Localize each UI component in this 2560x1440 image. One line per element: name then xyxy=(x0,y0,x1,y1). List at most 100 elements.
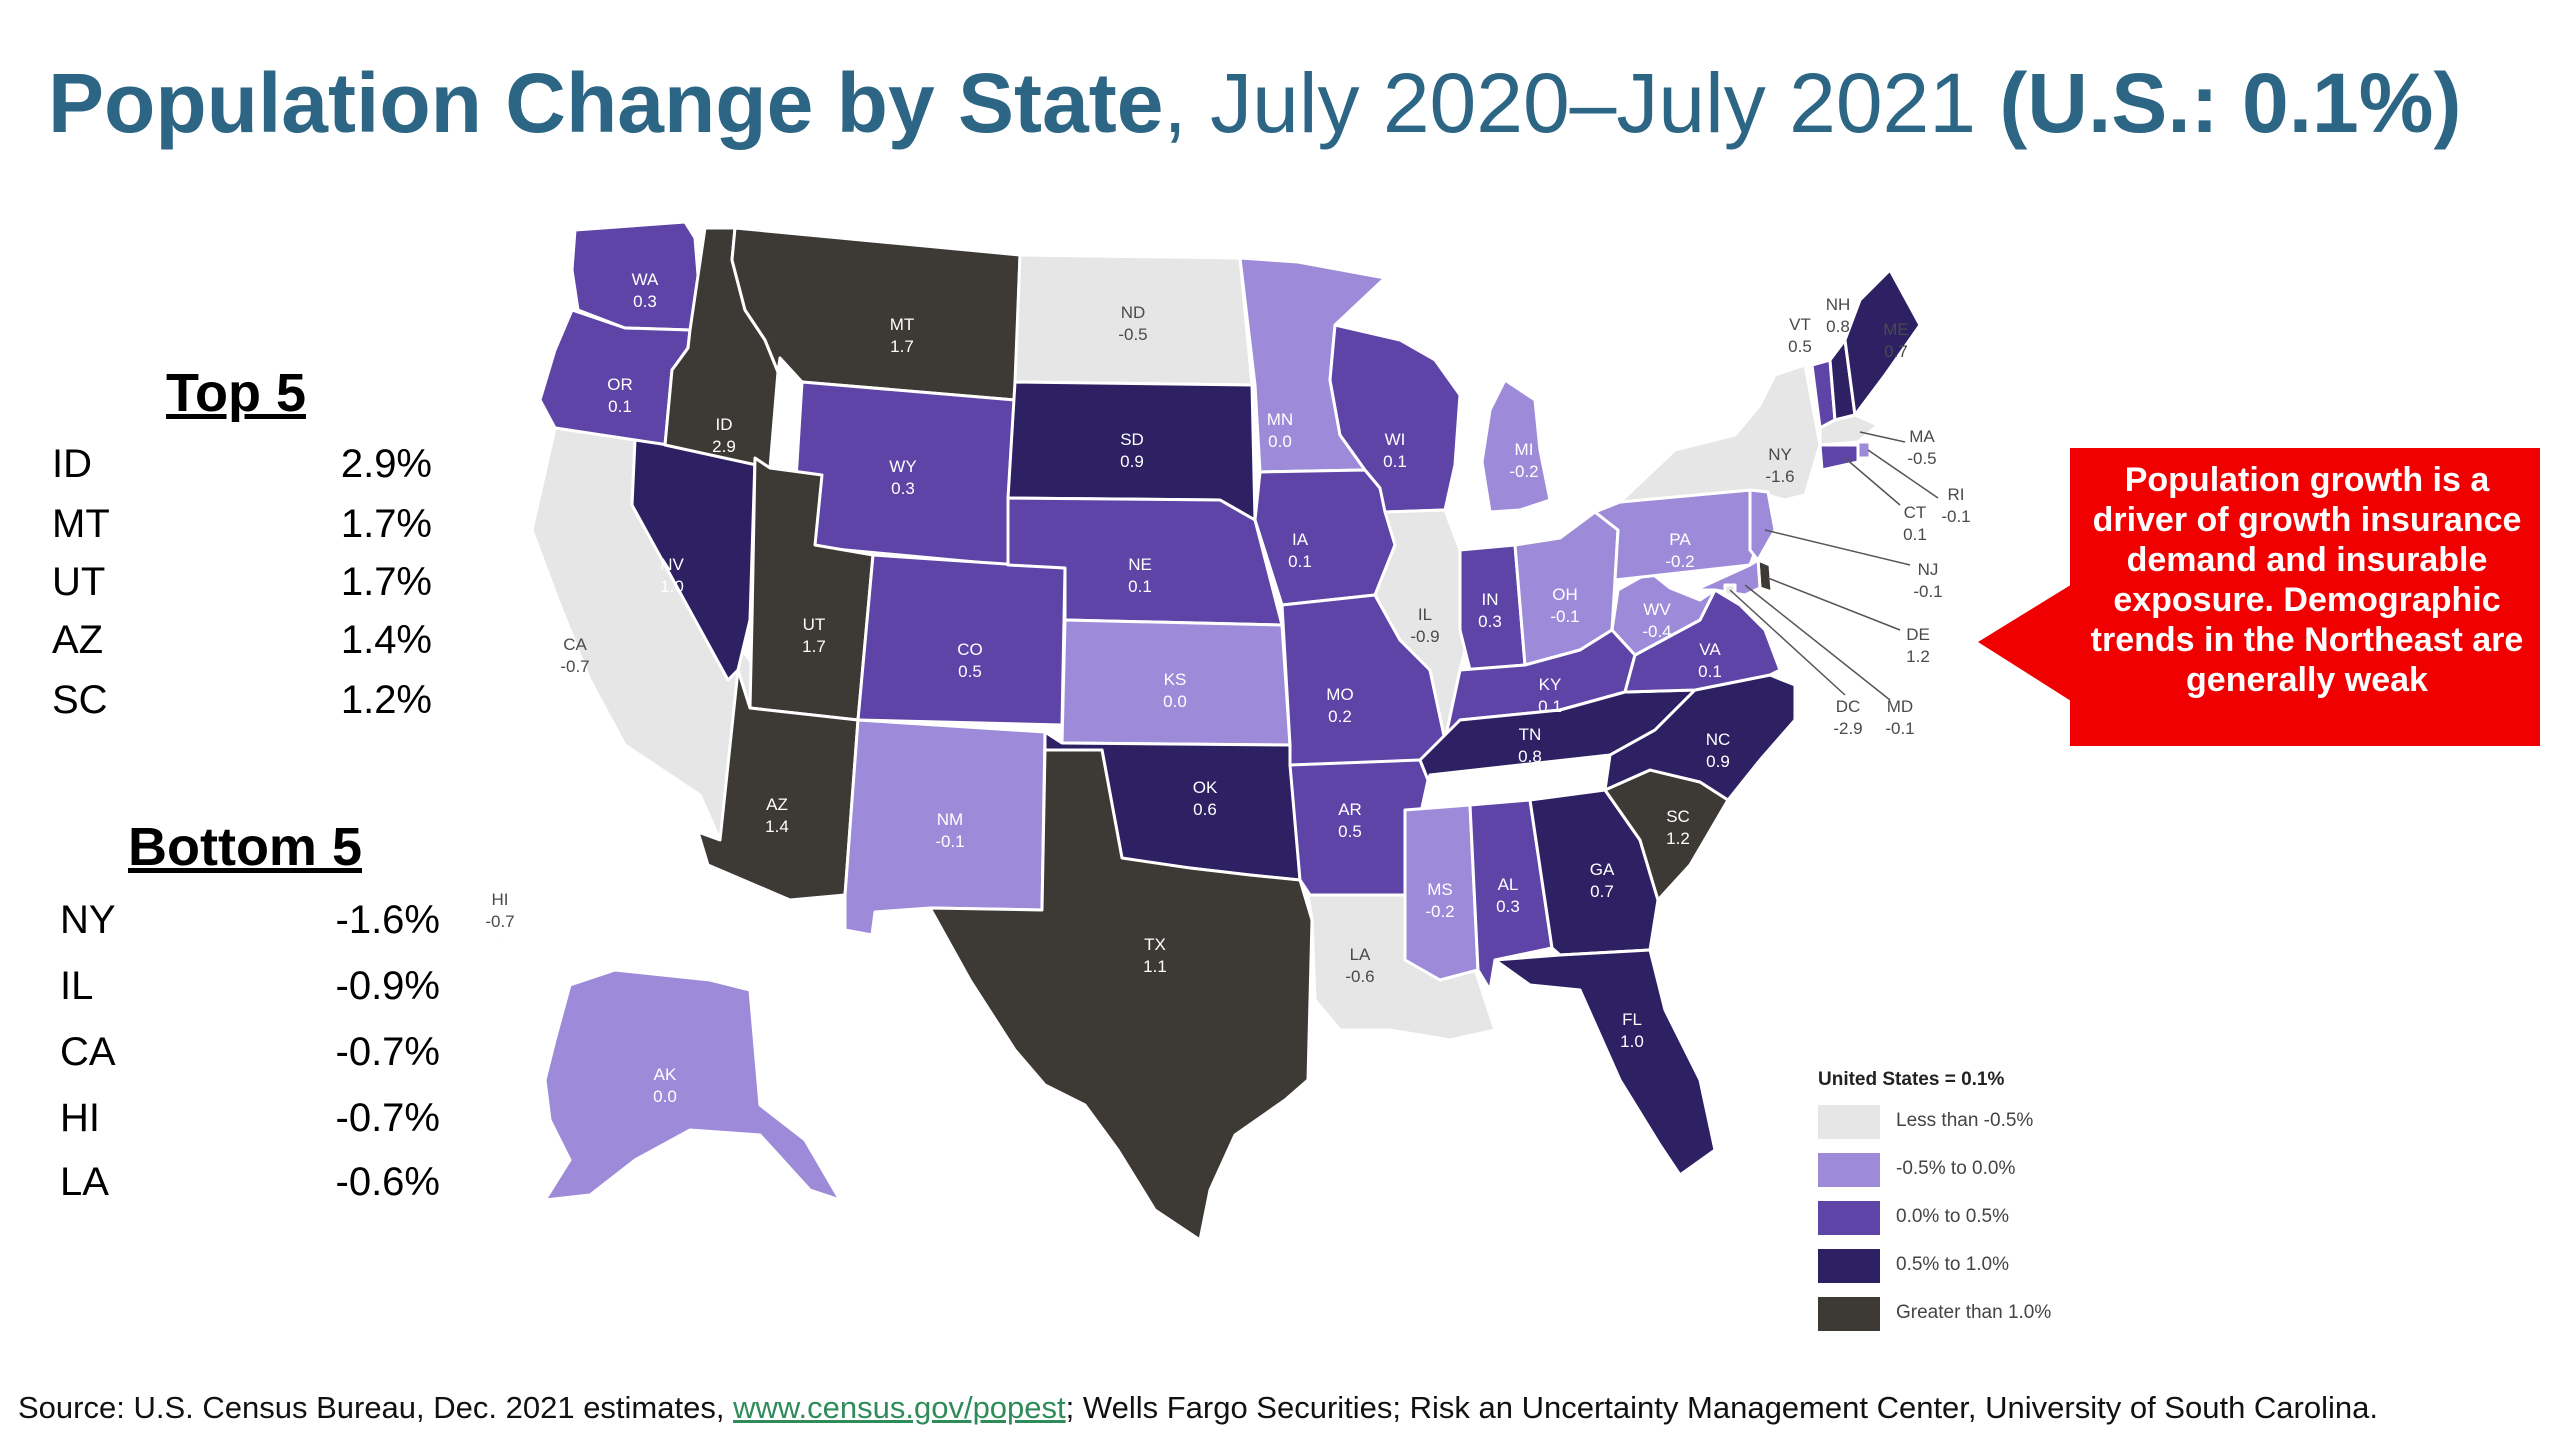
state-value-label: -0.1 xyxy=(1550,607,1579,626)
legend-label: Less than -0.5% xyxy=(1896,1110,2034,1131)
state-abbr-label: WA xyxy=(632,270,659,289)
state-ct xyxy=(1818,443,1860,472)
leader-line-md xyxy=(1744,584,1891,701)
state-value-label: -0.1 xyxy=(1941,507,1970,526)
state-abbr-label: MI xyxy=(1515,440,1534,459)
state-value-label: 0.1 xyxy=(608,397,632,416)
state-value-label: -0.1 xyxy=(1885,719,1914,738)
state-value-label: 0.1 xyxy=(1288,552,1312,571)
state-md xyxy=(1693,558,1762,597)
state-abbr-label: WY xyxy=(889,457,916,476)
state-value-label: -0.2 xyxy=(1425,902,1454,921)
state-value-label: 0.0 xyxy=(653,1087,677,1106)
map-legend: United States = 0.1% Less than -0.5% -0.… xyxy=(1808,1065,2168,1335)
rank-state: MT xyxy=(52,502,110,546)
state-abbr-label: LA xyxy=(1350,945,1371,964)
legend-label: -0.5% to 0.0% xyxy=(1896,1158,2016,1179)
state-value-label: -0.7 xyxy=(560,657,589,676)
bottom5-row: LA -0.6% xyxy=(60,1152,440,1212)
state-value-label: 0.9 xyxy=(1120,452,1144,471)
rank-state: IL xyxy=(60,964,94,1008)
rank-value: -0.7% xyxy=(335,1030,441,1074)
state-value-label: 0.3 xyxy=(891,479,915,498)
state-ms xyxy=(1403,803,1480,982)
legend-title: United States = 0.1% xyxy=(1818,1069,2005,1090)
state-tx xyxy=(928,748,1314,1242)
state-abbr-label: KY xyxy=(1539,675,1562,694)
state-value-label: 1.7 xyxy=(802,637,826,656)
bottom5-row: NY -1.6% xyxy=(60,890,440,950)
state-value-label: 0.1 xyxy=(1383,452,1407,471)
state-value-label: 1.2 xyxy=(1666,829,1690,848)
state-value-label: -0.2 xyxy=(1665,552,1694,571)
state-value-label: 0.8 xyxy=(1826,317,1850,336)
legend-item: 0.5% to 1.0% xyxy=(1818,1249,2168,1283)
state-abbr-label: FL xyxy=(1622,1010,1642,1029)
state-value-label: 0.3 xyxy=(633,292,657,311)
state-ia xyxy=(1253,468,1397,607)
callout-pointer xyxy=(1978,578,2082,708)
state-abbr-label: MO xyxy=(1326,685,1353,704)
state-value-label: 1.0 xyxy=(1620,1032,1644,1051)
state-abbr-label: PA xyxy=(1669,530,1691,549)
state-value-label: -0.1 xyxy=(1913,582,1942,601)
callout-box xyxy=(2070,448,2540,746)
state-value-label: 0.1 xyxy=(1128,577,1152,596)
state-value-label: 0.3 xyxy=(1478,612,1502,631)
state-value-label: -0.7 xyxy=(485,912,514,931)
state-abbr-label: NY xyxy=(1768,445,1792,464)
state-abbr-label: AR xyxy=(1338,800,1362,819)
state-value-label: 0.0 xyxy=(1268,432,1292,451)
source-link[interactable]: www.census.gov/popest xyxy=(733,1390,1066,1425)
state-abbr-label: MS xyxy=(1427,880,1453,899)
legend-item: Greater than 1.0% xyxy=(1818,1297,2168,1331)
source-suffix: ; Wells Fargo Securities; Risk an Uncert… xyxy=(1065,1390,2378,1425)
state-abbr-label: IA xyxy=(1292,530,1309,549)
top5-row: AZ 1.4% xyxy=(52,610,432,670)
state-value-label: -0.4 xyxy=(1642,622,1671,641)
legend-swatch xyxy=(1818,1105,1880,1139)
callout: Population growth is a driver of growth … xyxy=(1970,440,2550,760)
state-abbr-label: NE xyxy=(1128,555,1152,574)
state-value-label: -0.1 xyxy=(935,832,964,851)
top5-row: MT 1.7% xyxy=(52,494,432,554)
rank-value: 1.4% xyxy=(340,618,432,662)
bottom5-row: HI -0.7% xyxy=(60,1088,440,1148)
state-abbr-label: MN xyxy=(1267,410,1293,429)
state-ny xyxy=(1618,363,1822,504)
state-value-label: 0.0 xyxy=(1163,692,1187,711)
rank-state: CA xyxy=(60,1030,116,1074)
state-value-label: 0.1 xyxy=(1698,662,1722,681)
state-abbr-label: OR xyxy=(607,375,633,394)
state-value-label: 0.5 xyxy=(958,662,982,681)
rank-state: LA xyxy=(60,1160,109,1204)
legend-swatch xyxy=(1818,1297,1880,1331)
bottom5-row: CA -0.7% xyxy=(60,1022,440,1082)
rank-value: -0.7% xyxy=(335,1096,441,1140)
state-value-label: -0.9 xyxy=(1410,627,1439,646)
state-value-label: 1.2 xyxy=(1906,647,1930,666)
leader-line-nj xyxy=(1764,529,1911,566)
state-abbr-label: MT xyxy=(890,315,915,334)
state-abbr-label: CA xyxy=(563,635,587,654)
state-value-label: 1.0 xyxy=(660,577,684,596)
top5-row: ID 2.9% xyxy=(52,434,432,494)
rank-state: ID xyxy=(52,442,92,486)
state-abbr-label: AK xyxy=(654,1065,677,1084)
top5-row: UT 1.7% xyxy=(52,552,432,612)
state-me xyxy=(1843,268,1922,417)
state-abbr-label: NV xyxy=(660,555,684,574)
state-abbr-label: KS xyxy=(1164,670,1187,689)
state-abbr-label: AZ xyxy=(766,795,788,814)
state-value-label: 1.1 xyxy=(1143,957,1167,976)
rank-value: -0.9% xyxy=(335,964,441,1008)
state-abbr-label: IL xyxy=(1418,605,1432,624)
source-prefix: Source: U.S. Census Bureau, Dec. 2021 es… xyxy=(18,1390,734,1425)
bottom5-row: IL -0.9% xyxy=(60,956,440,1016)
legend-swatch xyxy=(1818,1249,1880,1283)
rank-value: 2.9% xyxy=(340,442,432,486)
state-value-label: 2.9 xyxy=(712,437,736,456)
state-abbr-label: SC xyxy=(1666,807,1690,826)
state-value-label: -1.6 xyxy=(1765,467,1794,486)
state-hi xyxy=(498,934,510,944)
